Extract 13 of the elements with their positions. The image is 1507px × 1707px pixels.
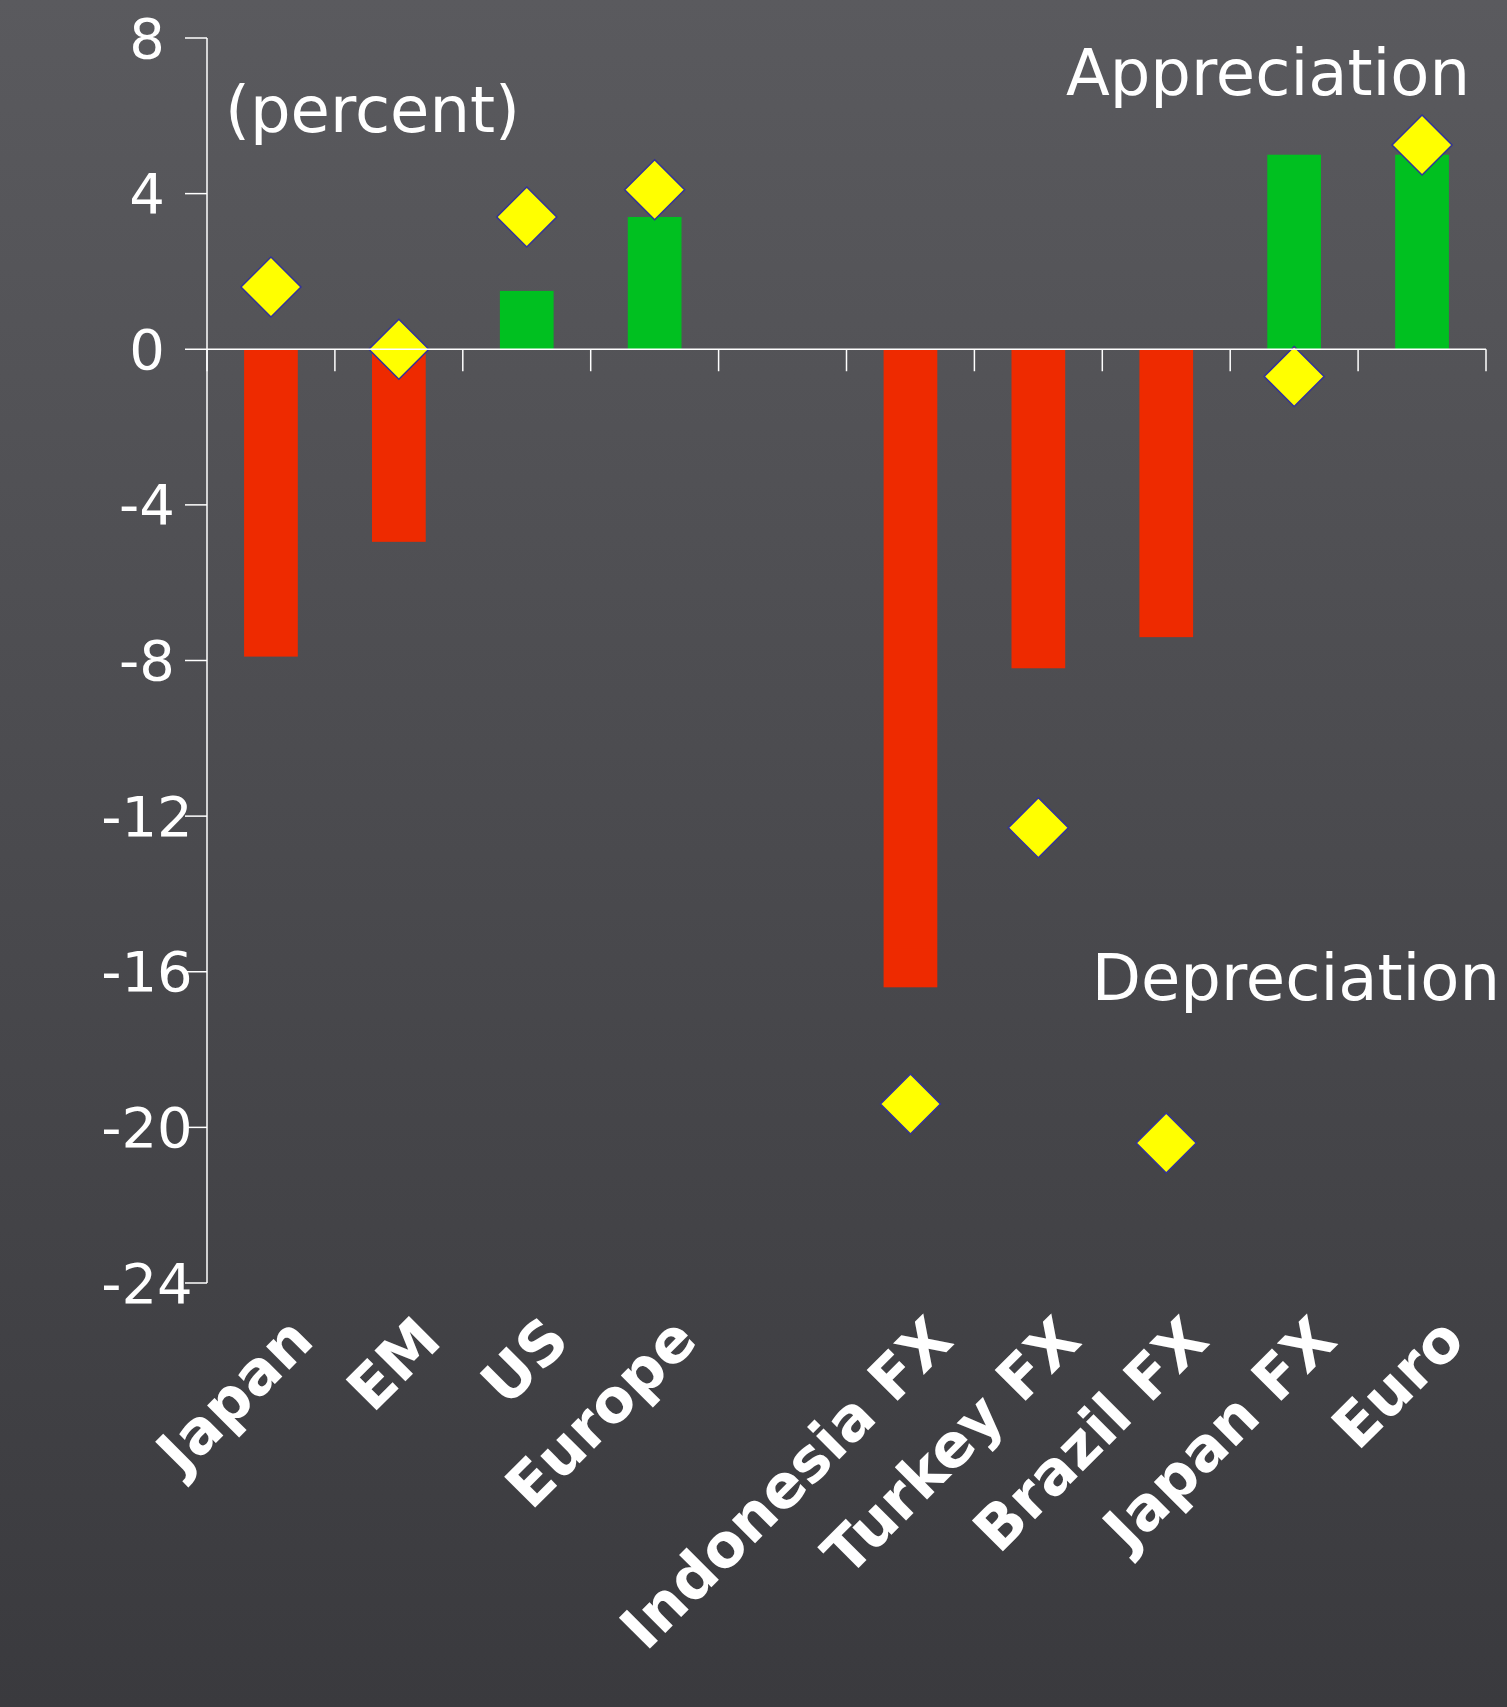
x-tick-label: EM [333, 1303, 454, 1425]
y-tick-label: 4 [129, 161, 165, 227]
y-tick-label: -24 [101, 1250, 193, 1316]
y-tick-label: -8 [119, 628, 175, 694]
y-tick-label: -20 [101, 1094, 193, 1160]
y-tick-label: 8 [129, 5, 165, 71]
y-tick-label: -4 [119, 472, 175, 538]
y-tick-label: 0 [129, 316, 165, 382]
y-tick-label: -16 [101, 939, 193, 1005]
y-tick-label: -12 [101, 783, 193, 849]
annotation: Depreciation [1091, 941, 1500, 1015]
annotation: Appreciation [1065, 36, 1470, 110]
y-axis-title: (percent) [225, 73, 521, 147]
